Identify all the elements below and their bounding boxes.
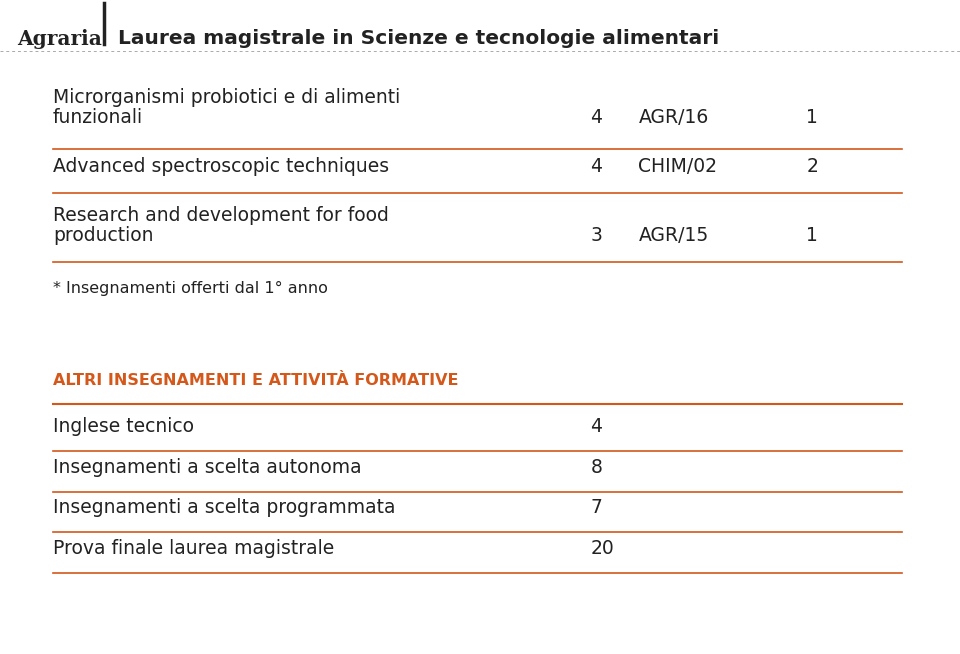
Text: Agraria: Agraria (17, 29, 102, 50)
Text: 7: 7 (590, 498, 602, 517)
Text: Microrganismi probiotici e di alimenti: Microrganismi probiotici e di alimenti (53, 88, 400, 107)
Text: Research and development for food: Research and development for food (53, 206, 389, 225)
Text: Laurea magistrale in Scienze e tecnologie alimentari: Laurea magistrale in Scienze e tecnologi… (118, 29, 719, 48)
Text: Advanced spectroscopic techniques: Advanced spectroscopic techniques (53, 157, 389, 176)
Text: 3: 3 (590, 226, 602, 245)
Text: funzionali: funzionali (53, 108, 143, 127)
Text: 1: 1 (806, 226, 818, 245)
Text: 20: 20 (590, 539, 614, 558)
Text: 4: 4 (590, 157, 603, 176)
Text: CHIM/02: CHIM/02 (638, 157, 717, 176)
Text: 1: 1 (806, 108, 818, 127)
Text: 2: 2 (806, 157, 818, 176)
Text: 4: 4 (590, 108, 603, 127)
Text: 4: 4 (590, 417, 603, 436)
Text: Inglese tecnico: Inglese tecnico (53, 417, 194, 436)
Text: Insegnamenti a scelta autonoma: Insegnamenti a scelta autonoma (53, 458, 361, 477)
Text: Prova finale laurea magistrale: Prova finale laurea magistrale (53, 539, 334, 558)
Text: 8: 8 (590, 458, 602, 477)
Text: production: production (53, 226, 154, 245)
Text: ALTRI INSEGNAMENTI E ATTIVITÀ FORMATIVE: ALTRI INSEGNAMENTI E ATTIVITÀ FORMATIVE (53, 373, 458, 388)
Text: * Insegnamenti offerti dal 1° anno: * Insegnamenti offerti dal 1° anno (53, 281, 327, 296)
Text: AGR/15: AGR/15 (638, 226, 708, 245)
Text: AGR/16: AGR/16 (638, 108, 708, 127)
Text: Insegnamenti a scelta programmata: Insegnamenti a scelta programmata (53, 498, 396, 517)
